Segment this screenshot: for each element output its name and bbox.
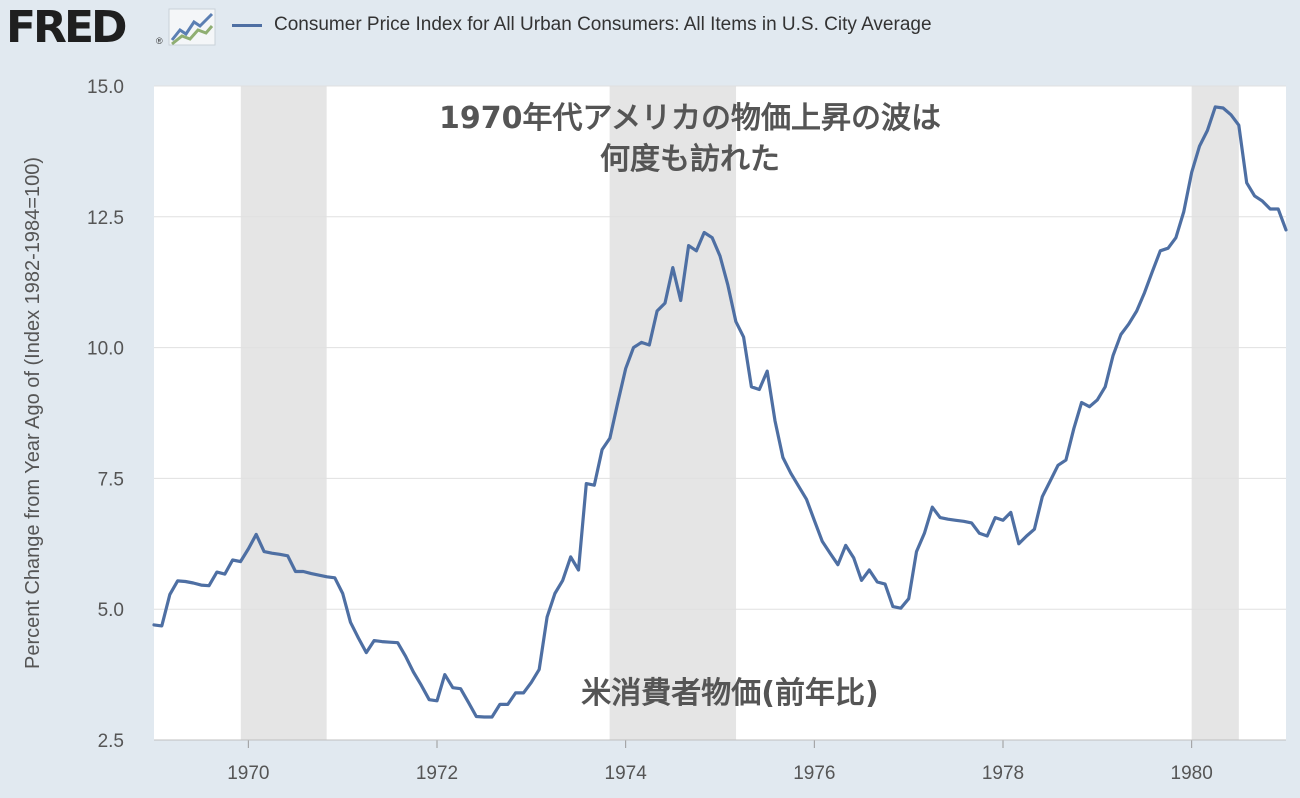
legend-label[interactable]: Consumer Price Index for All Urban Consu… bbox=[274, 14, 932, 35]
y-tick-label: 10.0 bbox=[87, 339, 124, 360]
y-tick-label: 5.0 bbox=[98, 600, 124, 621]
y-tick-label: 12.5 bbox=[87, 208, 124, 229]
x-tick-label: 1970 bbox=[227, 763, 269, 784]
annotation-main-line-1: 1970年代アメリカの物価上昇の波は bbox=[439, 101, 941, 136]
annotation-main-line-2: 何度も訪れた bbox=[600, 142, 780, 177]
fred-registered-mark: ® bbox=[156, 36, 163, 46]
x-tick-label: 1976 bbox=[793, 763, 835, 784]
recession-band-2 bbox=[609, 86, 737, 740]
fred-logo[interactable]: FRED bbox=[6, 2, 128, 53]
y-tick-label: 15.0 bbox=[87, 77, 124, 98]
series-line-cpi bbox=[152, 105, 1288, 719]
x-tick-label: 1980 bbox=[1171, 763, 1213, 784]
y-axis-ticks: 2.5 5.0 7.5 10.0 12.5 15.0 bbox=[87, 77, 124, 752]
grid-lines bbox=[154, 85, 1286, 610]
recession-shading bbox=[240, 86, 1239, 740]
y-tick-label: 7.5 bbox=[98, 469, 124, 490]
annotation-main: 1970年代アメリカの物価上昇の波は 何度も訪れた bbox=[375, 98, 1005, 180]
legend-swatch bbox=[232, 24, 262, 27]
fred-chart-icon[interactable] bbox=[168, 8, 216, 46]
x-tick-label: 1974 bbox=[605, 763, 648, 784]
recession-band-3 bbox=[1191, 86, 1239, 740]
x-axis-ticks: 1970 1972 1974 1976 1978 1980 bbox=[227, 740, 1213, 784]
recession-band-1 bbox=[240, 86, 327, 740]
x-tick-label: 1978 bbox=[982, 763, 1024, 784]
x-tick-label: 1972 bbox=[416, 763, 458, 784]
y-tick-label: 2.5 bbox=[98, 731, 124, 752]
y-axis-title: Percent Change from Year Ago of (Index 1… bbox=[22, 156, 44, 670]
annotation-sub: 米消費者物価(前年比) bbox=[581, 676, 879, 711]
chart-header: FRED ® Consumer Price Index for All Urba… bbox=[0, 0, 1300, 56]
